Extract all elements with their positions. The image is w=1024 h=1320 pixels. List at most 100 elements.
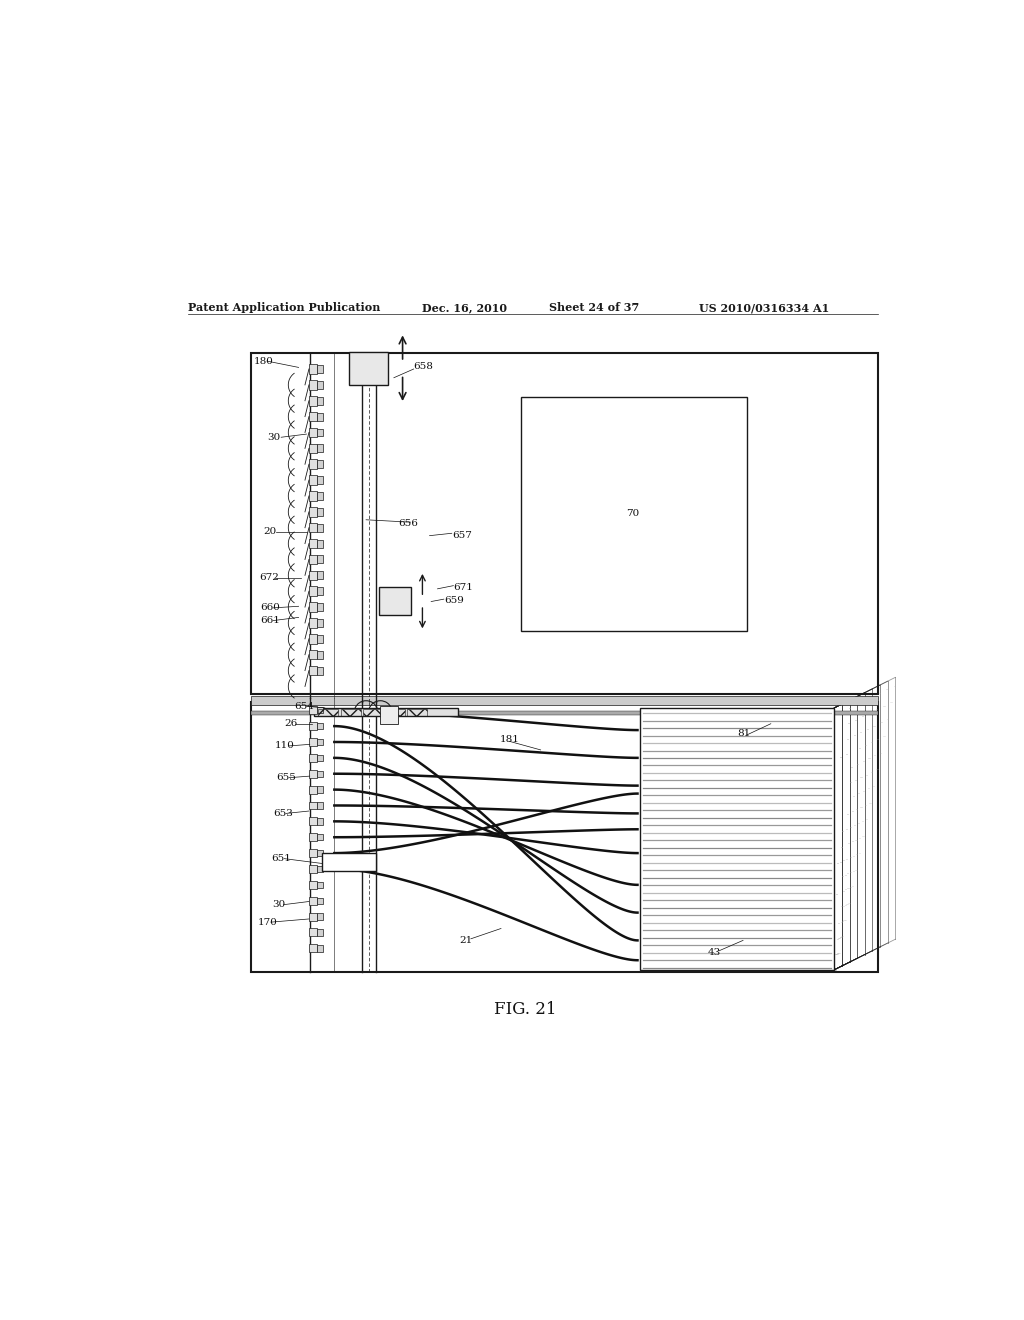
Bar	[318, 709, 338, 715]
Text: 30: 30	[267, 433, 281, 442]
Text: 180: 180	[253, 356, 273, 366]
Bar	[316, 723, 324, 729]
Text: 110: 110	[274, 742, 295, 751]
Text: Sheet 24 of 37: Sheet 24 of 37	[549, 302, 639, 313]
Text: 43: 43	[708, 948, 721, 957]
Text: 21: 21	[460, 936, 473, 945]
Bar	[309, 634, 316, 644]
Bar	[309, 428, 316, 437]
Bar	[309, 412, 316, 421]
Bar	[309, 523, 316, 532]
Bar	[309, 475, 316, 484]
Text: US 2010/0316334 A1: US 2010/0316334 A1	[699, 302, 829, 313]
Bar	[380, 706, 397, 723]
Bar	[309, 849, 316, 857]
Bar	[316, 635, 324, 643]
Text: 81: 81	[737, 729, 751, 738]
Bar	[309, 364, 316, 374]
Bar	[309, 770, 316, 777]
Bar	[316, 461, 324, 469]
Bar	[316, 739, 324, 746]
Bar	[251, 702, 878, 972]
Bar	[379, 587, 411, 615]
Bar	[309, 491, 316, 500]
Bar	[316, 945, 324, 952]
Bar	[316, 429, 324, 437]
Bar	[316, 413, 324, 421]
Bar	[309, 554, 316, 564]
Bar	[309, 801, 316, 809]
Bar	[309, 880, 316, 888]
Bar	[316, 651, 324, 659]
Bar	[309, 570, 316, 579]
Bar	[385, 709, 404, 715]
Text: 70: 70	[623, 504, 645, 523]
Bar	[316, 477, 324, 484]
Bar	[309, 833, 316, 841]
Text: 671: 671	[454, 582, 473, 591]
Text: 660: 660	[260, 603, 281, 612]
Bar	[348, 351, 388, 385]
Bar	[316, 572, 324, 579]
Bar	[362, 709, 383, 715]
Bar	[309, 817, 316, 825]
Text: FIG. 21: FIG. 21	[494, 1001, 556, 1018]
Bar	[521, 397, 748, 631]
Text: 656: 656	[397, 519, 418, 528]
Bar	[309, 928, 316, 936]
Text: 170: 170	[257, 917, 278, 927]
Bar	[309, 785, 316, 793]
Bar	[309, 754, 316, 762]
Bar	[316, 929, 324, 936]
Bar	[309, 539, 316, 548]
Bar	[309, 586, 316, 595]
Bar	[316, 882, 324, 888]
Bar	[309, 459, 316, 469]
Bar	[309, 618, 316, 628]
Text: Dec. 16, 2010: Dec. 16, 2010	[422, 302, 507, 313]
Bar	[316, 587, 324, 595]
Bar	[316, 818, 324, 825]
Bar	[316, 913, 324, 920]
Text: 659: 659	[443, 597, 464, 606]
Text: 70: 70	[626, 510, 639, 519]
Bar	[309, 380, 316, 389]
Bar	[251, 711, 878, 715]
Text: 26: 26	[285, 719, 298, 729]
Bar	[309, 896, 316, 904]
Text: 672: 672	[260, 573, 280, 582]
Bar	[316, 381, 324, 389]
Bar	[316, 492, 324, 500]
Bar	[316, 803, 324, 809]
Bar	[316, 866, 324, 873]
Bar	[309, 396, 316, 405]
Bar	[316, 619, 324, 627]
Bar	[309, 649, 316, 660]
Bar	[341, 709, 360, 715]
Bar	[309, 665, 316, 676]
Bar	[408, 709, 427, 715]
Bar	[316, 771, 324, 777]
Bar	[316, 850, 324, 857]
Bar	[314, 708, 458, 715]
Bar	[251, 354, 878, 694]
Text: 181: 181	[500, 735, 519, 744]
Bar	[316, 898, 324, 904]
Bar	[316, 366, 324, 374]
Bar	[640, 708, 835, 970]
Bar	[316, 508, 324, 516]
Bar	[316, 540, 324, 548]
Text: 655: 655	[276, 774, 296, 783]
Bar	[309, 738, 316, 746]
Bar	[309, 865, 316, 873]
Bar	[316, 667, 324, 675]
Bar	[309, 912, 316, 920]
Bar	[316, 755, 324, 762]
Bar	[316, 603, 324, 611]
Text: 661: 661	[260, 616, 281, 626]
Bar	[316, 556, 324, 564]
Bar	[251, 696, 878, 705]
Bar	[323, 853, 377, 871]
Text: 658: 658	[414, 362, 433, 371]
Bar	[309, 444, 316, 453]
